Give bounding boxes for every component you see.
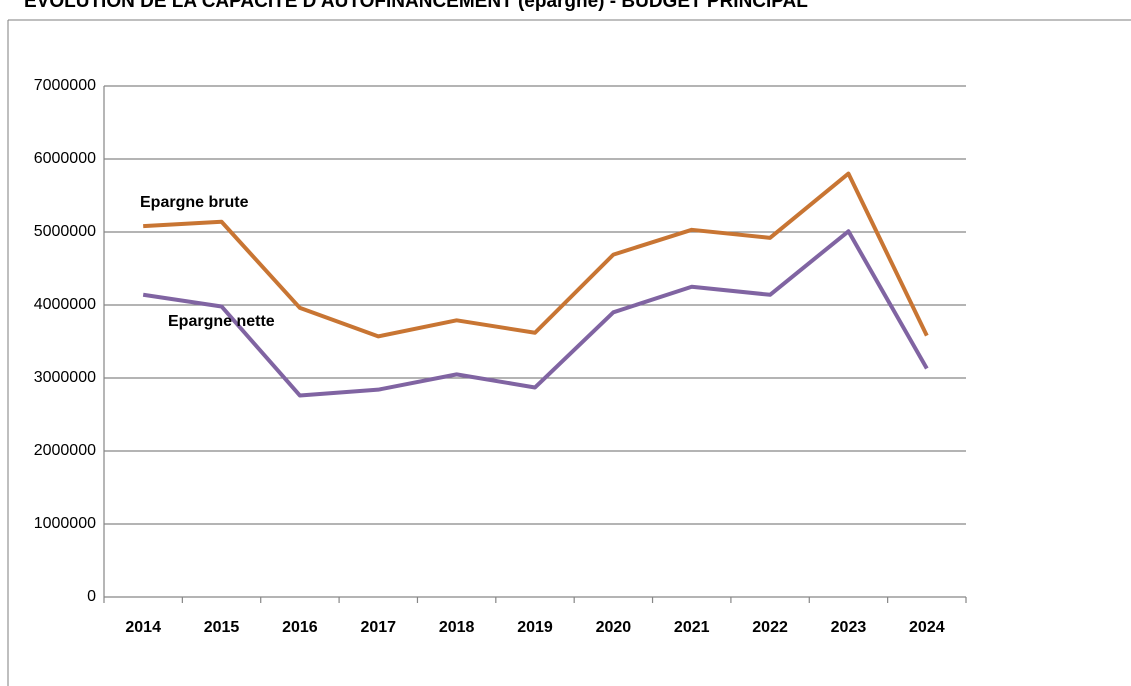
y-tick-label: 6000000 bbox=[34, 150, 96, 167]
x-tick-label: 2015 bbox=[204, 619, 240, 636]
x-tick-label: 2017 bbox=[360, 619, 396, 636]
y-tick-label: 4000000 bbox=[34, 296, 96, 313]
x-tick-label: 2014 bbox=[125, 619, 161, 636]
y-tick-label: 5000000 bbox=[34, 223, 96, 240]
series-label: Epargne brute bbox=[140, 194, 249, 211]
x-tick-label: 2021 bbox=[674, 619, 710, 636]
x-tick-label: 2018 bbox=[439, 619, 475, 636]
y-tick-label: 7000000 bbox=[34, 77, 96, 94]
series-label: Epargne nette bbox=[168, 313, 275, 330]
x-tick-label: 2022 bbox=[752, 619, 788, 636]
x-tick-label: 2024 bbox=[909, 619, 945, 636]
x-tick-label: 2023 bbox=[831, 619, 867, 636]
y-tick-label: 1000000 bbox=[34, 515, 96, 532]
series-line bbox=[142, 229, 929, 398]
y-tick-label: 2000000 bbox=[34, 442, 96, 459]
y-tick-label: 0 bbox=[87, 588, 96, 605]
chart-title: EVOLUTION DE LA CAPACITE D'AUTOFINANCEME… bbox=[24, 0, 808, 12]
x-tick-label: 2016 bbox=[282, 619, 318, 636]
series-line bbox=[143, 171, 929, 339]
x-tick-label: 2020 bbox=[596, 619, 632, 636]
x-tick-label: 2019 bbox=[517, 619, 553, 636]
y-tick-label: 3000000 bbox=[34, 369, 96, 386]
